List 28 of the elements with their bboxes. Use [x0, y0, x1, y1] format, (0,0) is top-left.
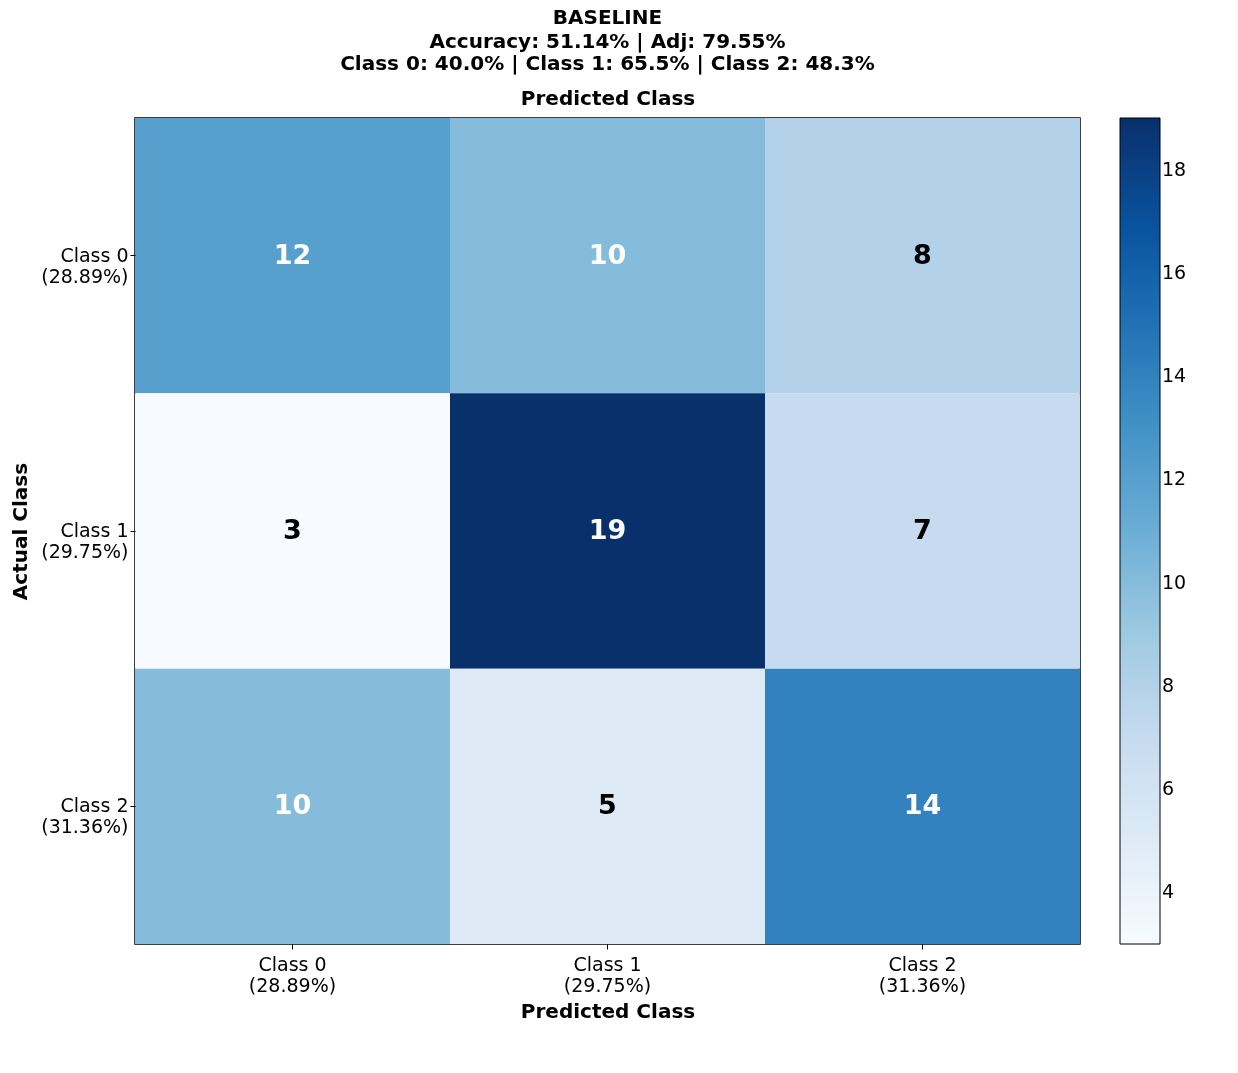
y-tick-label: Class 0 (28.89%) [41, 243, 129, 287]
color-bar-label: 10 [1162, 570, 1187, 593]
data-label: 7 [913, 514, 932, 545]
x-axis-title: Predicted Class [520, 998, 696, 1023]
y-axis-title: Actual Class [8, 462, 33, 601]
color-bar-label: 8 [1162, 673, 1175, 696]
color-bar-label: 14 [1162, 364, 1187, 387]
data-label: 8 [913, 238, 932, 270]
y-tick-label: Class 1 (29.75%) [41, 519, 129, 562]
color-bar-label: 18 [1162, 157, 1187, 180]
data-label: 12 [273, 238, 312, 270]
color-bar-label: 4 [1162, 880, 1175, 903]
data-label: 19 [588, 514, 627, 545]
y-tick-label: Class 2 (31.36%) [41, 794, 129, 838]
color-bar-label: 12 [1162, 467, 1187, 490]
color-bar-label: 6 [1162, 777, 1175, 800]
chart-subtitle: Accuracy: 51.14% | Adj: 79.55% Class 0: 40.0% | Class 1: 65.5% | Class 2: 48.3% [340, 29, 875, 75]
x-tick-label: Class 0 (28.89%) [248, 952, 337, 996]
data-label: 10 [588, 238, 627, 270]
chart-title: BASELINE [552, 5, 663, 29]
color-bar-label: 16 [1162, 260, 1187, 283]
x-tick-label: Class 1 (29.75%) [563, 952, 652, 996]
x-tick-label: Class 2 (31.36%) [878, 952, 967, 996]
x2-axis-title: Predicted Class [520, 85, 696, 110]
data-label: 3 [283, 514, 302, 545]
data-label: 5 [598, 789, 617, 821]
data-label: 10 [273, 789, 312, 821]
data-label: 14 [903, 789, 942, 821]
